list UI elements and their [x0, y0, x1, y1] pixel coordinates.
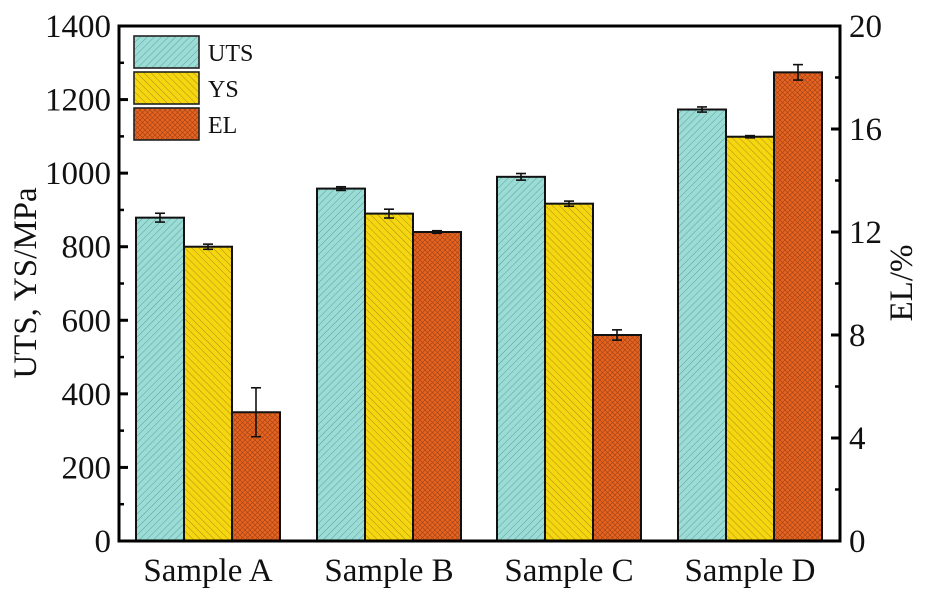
y2-axis-label: EL/%: [884, 245, 920, 322]
ticks-layer: Sample A Sample B Sample C Sample D02004006…: [45, 9, 882, 589]
error-bar-ys-sample-b: [384, 208, 394, 219]
legend: UTS YS EL: [133, 35, 253, 141]
error-bar-uts-sample-c: [516, 172, 526, 181]
error-bar-el-sample-d: [793, 63, 803, 81]
error-bar-ys-sample-d: [745, 134, 755, 139]
y-tick-label: 600: [62, 303, 112, 339]
bar-uts-sample-a: [135, 216, 185, 542]
y-tick-label: 400: [62, 377, 112, 413]
y-tick-label: 1400: [45, 9, 111, 45]
error-bar-uts-sample-d: [697, 106, 707, 113]
y-tick-label: 200: [62, 450, 112, 486]
y2-tick-label: 20: [849, 9, 882, 45]
error-bar-el-sample-b: [432, 229, 442, 235]
legend-swatch-ys: [133, 71, 200, 105]
bar-ys-sample-d: [725, 135, 775, 542]
bar-uts-sample-c: [496, 175, 546, 542]
y2-tick-label: 4: [849, 421, 866, 457]
y-tick-label: 800: [62, 230, 112, 266]
bar-ys-sample-c: [544, 202, 594, 543]
bar-el-sample-d: [773, 71, 823, 542]
y-tick-label: 0: [95, 524, 112, 560]
legend-label-ys: YS: [208, 77, 239, 103]
bar-uts-sample-b: [316, 187, 366, 542]
bar-uts-sample-d: [677, 108, 727, 542]
legend-label-uts: UTS: [208, 41, 253, 67]
bar-ys-sample-b: [364, 212, 414, 542]
bar-el-sample-b: [412, 231, 462, 542]
y-tick-label: 1200: [45, 83, 111, 119]
x-tick-label: Sample A: [143, 553, 272, 589]
x-tick-label: Sample B: [324, 553, 453, 589]
y2-tick-label: 12: [849, 215, 882, 251]
error-bar-ys-sample-a: [203, 243, 213, 251]
legend-label-el: EL: [208, 113, 237, 139]
error-bar-el-sample-a: [251, 386, 261, 438]
y2-tick-label: 16: [849, 112, 882, 148]
y-axis-label: UTS, YS/MPa: [8, 187, 44, 379]
legend-swatch-uts: [133, 35, 200, 69]
y2-tick-label: 0: [849, 524, 866, 560]
error-bars-layer: [155, 63, 803, 438]
y-tick-label: 1000: [45, 156, 111, 192]
error-bar-el-sample-c: [612, 329, 622, 341]
bar-el-sample-c: [592, 334, 642, 542]
error-bar-ys-sample-c: [564, 200, 574, 208]
error-bar-uts-sample-b: [336, 185, 346, 192]
x-tick-label: Sample C: [504, 553, 633, 589]
bars-layer: [135, 71, 823, 543]
x-tick-label: Sample D: [684, 553, 815, 589]
legend-swatch-el: [133, 107, 200, 141]
y2-tick-label: 8: [849, 318, 866, 354]
error-bar-uts-sample-a: [155, 212, 165, 223]
bar-ys-sample-a: [183, 245, 233, 542]
